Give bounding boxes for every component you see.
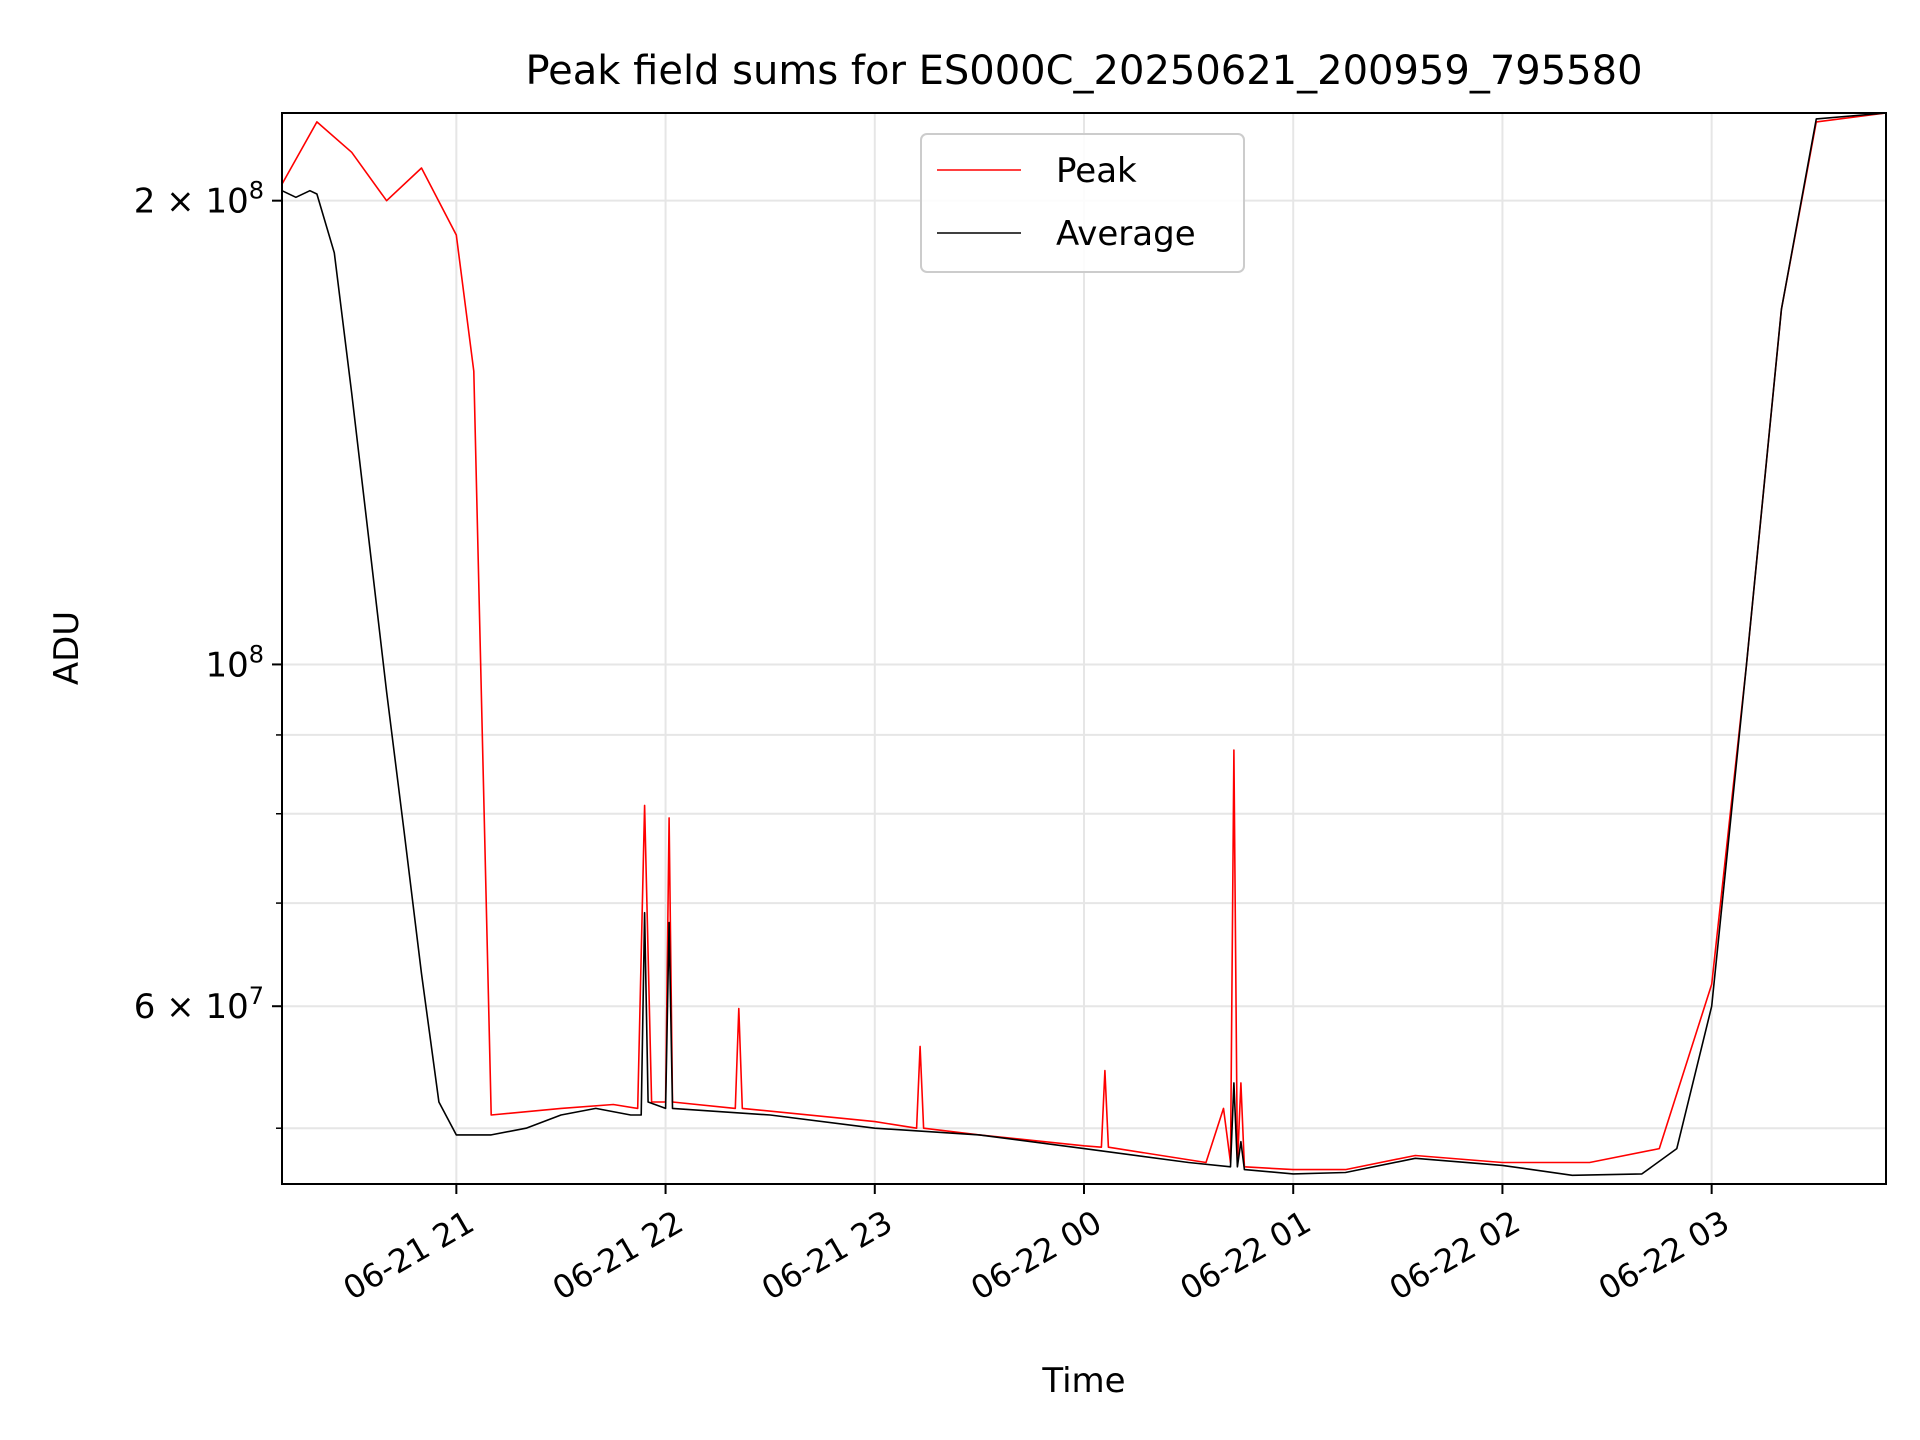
chart-title: Peak field sums for ES000C_20250621_2009… xyxy=(525,48,1642,94)
y-tick-label: 2 × 108 xyxy=(134,177,264,222)
y-axis-label: ADU xyxy=(47,611,87,685)
grid xyxy=(282,113,1886,1184)
series-line-peak xyxy=(281,112,1887,1171)
legend-box xyxy=(920,133,1245,273)
x-axis-label: Time xyxy=(1041,1361,1125,1401)
legend-label-average: Average xyxy=(1056,214,1196,254)
series-layer xyxy=(281,112,1887,1177)
y-axis: 2 × 108 108 6 × 107 xyxy=(134,177,282,1129)
y-tick-label: 6 × 107 xyxy=(134,982,264,1027)
legend-label-peak: Peak xyxy=(1056,151,1137,191)
series-line-average xyxy=(281,112,1887,1177)
legend: Peak Average xyxy=(920,133,1245,273)
y-tick-label: 108 xyxy=(205,640,264,685)
